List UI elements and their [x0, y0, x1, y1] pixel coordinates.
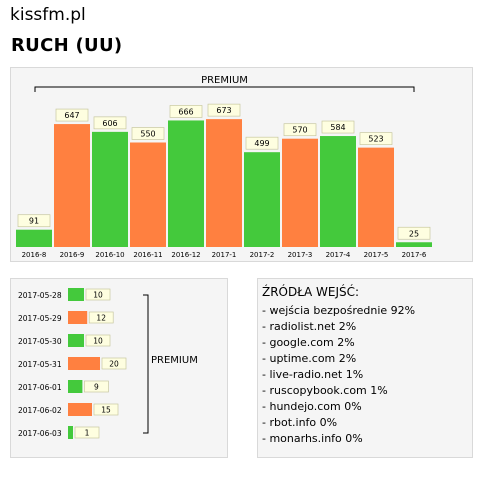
sources-list: - wejścia bezpośrednie 92% - radiolist.ne…	[262, 303, 415, 447]
daily-bar	[68, 380, 83, 393]
x-tick-label: 2016-10	[95, 251, 124, 259]
page-title: RUCH (UU)	[11, 35, 123, 56]
daily-label-box	[74, 426, 100, 439]
daily-value-label: 20	[109, 360, 119, 369]
source-item: - ruscopybook.com 1%	[262, 384, 388, 397]
daily-bar	[68, 334, 84, 347]
bar	[130, 142, 166, 247]
data-label: 570	[292, 126, 307, 135]
bar	[54, 124, 90, 247]
monthly-bar-chart: PREMIUM 91 2016-8 647 2016-9 606 2016-10 550 201…	[16, 75, 432, 259]
x-tick-label: 2016-9	[60, 251, 85, 259]
data-label: 499	[254, 139, 269, 148]
data-label-box	[359, 132, 393, 145]
daily-value-label: 1	[85, 429, 90, 438]
data-label-box	[17, 214, 51, 228]
data-label-box	[321, 120, 355, 134]
sources-panel: ŹRÓDŁA WEJŚĆ: - wejścia bezpośrednie 92%…	[257, 278, 473, 458]
x-tick-label: 2017-6	[402, 251, 427, 259]
daily-value-label: 9	[94, 383, 99, 392]
data-label: 91	[29, 217, 39, 226]
x-tick-label: 2017-4	[326, 251, 351, 259]
x-tick-label: 2017-1	[212, 251, 237, 259]
data-label: 673	[216, 106, 231, 115]
daily-bar	[68, 311, 88, 324]
source-item: - wejścia bezpośrednie 92%	[262, 304, 416, 317]
x-tick-label: 2016-11	[133, 251, 162, 259]
daily-value-label: 10	[93, 291, 103, 300]
x-tick-label: 2017-3	[288, 251, 313, 259]
bar	[282, 138, 318, 247]
site-name: kissfm.pl	[10, 5, 86, 25]
bar	[16, 229, 52, 247]
bar	[206, 119, 242, 247]
data-label-box	[245, 136, 279, 150]
data-label-box	[207, 103, 241, 117]
source-item: - google.com 2%	[262, 336, 355, 349]
sources-title: ŹRÓDŁA WEJŚĆ:	[262, 285, 360, 299]
daily-label-box	[84, 380, 109, 393]
daily-label-box	[85, 334, 111, 347]
daily-label-box	[85, 288, 111, 301]
daily-value-label: 10	[93, 337, 103, 346]
daily-bar	[68, 357, 100, 370]
daily-chart-panel: 2017-05-28 10 2017-05-29 12 2017-05-30 10 2017…	[10, 278, 228, 458]
daily-bar	[68, 426, 73, 439]
data-label-box	[283, 123, 317, 137]
premium-bracket	[34, 86, 415, 92]
daily-label-box	[88, 311, 114, 324]
daily-bar	[68, 288, 84, 301]
bar	[320, 136, 356, 247]
daily-label-box	[101, 357, 127, 370]
bar	[168, 120, 204, 247]
x-tick-label: 2017-5	[364, 251, 389, 259]
bar	[92, 131, 128, 247]
premium-bracket	[143, 294, 149, 434]
data-label-box	[131, 127, 165, 140]
source-item: - hundejo.com 0%	[262, 400, 362, 413]
premium-label: PREMIUM	[201, 75, 248, 86]
data-label-box	[397, 226, 431, 240]
data-label-box	[55, 108, 89, 122]
date-label: 2017-06-01	[18, 383, 62, 392]
data-label: 550	[140, 130, 155, 139]
source-item: - monarhs.info 0%	[262, 432, 363, 445]
bar	[396, 242, 432, 247]
date-label: 2017-05-31	[18, 360, 62, 369]
x-tick-label: 2017-2	[250, 251, 275, 259]
data-label: 666	[178, 107, 193, 116]
source-item: - uptime.com 2%	[262, 352, 357, 365]
data-label: 647	[64, 111, 79, 120]
daily-value-label: 12	[96, 314, 106, 323]
bar	[244, 152, 280, 247]
daily-bar-chart: 2017-05-28 10 2017-05-29 12 2017-05-30 10 2017…	[18, 288, 198, 439]
daily-bar	[68, 403, 92, 416]
source-item: - radiolist.net 2%	[262, 320, 357, 333]
date-label: 2017-05-29	[18, 314, 62, 323]
bar	[358, 147, 394, 247]
data-label: 606	[102, 119, 117, 128]
monthly-chart-panel: PREMIUM 91 2016-8 647 2016-9 606 2016-10 550 201…	[10, 67, 473, 262]
date-label: 2017-06-02	[18, 406, 62, 415]
date-label: 2017-05-28	[18, 291, 62, 300]
date-label: 2017-06-03	[18, 429, 62, 438]
x-tick-label: 2016-12	[171, 251, 200, 259]
data-label: 584	[330, 123, 345, 132]
data-label-box	[93, 116, 127, 130]
premium-label: PREMIUM	[151, 355, 198, 366]
source-item: - rbot.info 0%	[262, 416, 338, 429]
data-label: 25	[409, 229, 419, 238]
daily-value-label: 15	[101, 406, 111, 415]
daily-label-box	[93, 403, 119, 416]
date-label: 2017-05-30	[18, 337, 62, 346]
x-tick-label: 2016-8	[22, 251, 47, 259]
data-label: 523	[368, 135, 383, 144]
source-item: - live-radio.net 1%	[262, 368, 364, 381]
data-label-box	[169, 105, 203, 118]
